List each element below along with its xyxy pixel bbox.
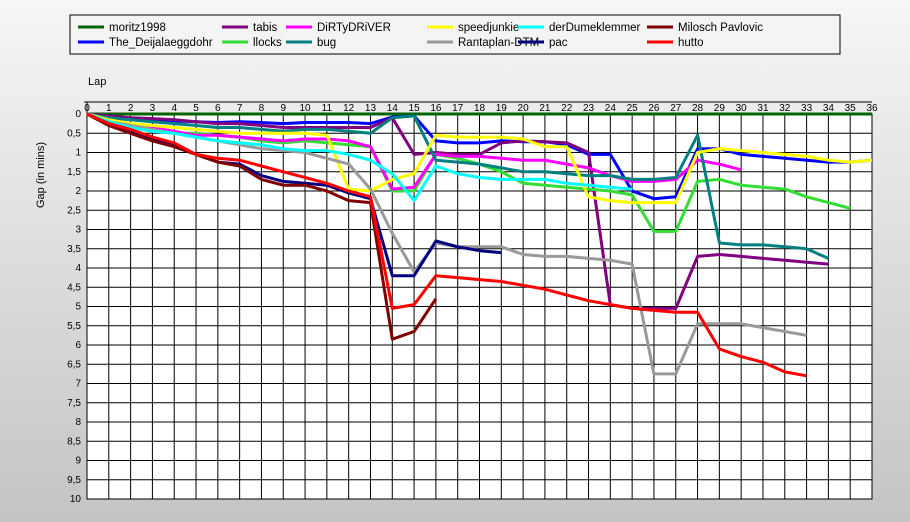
plot-grid bbox=[84, 101, 873, 500]
x-tick-label: 13 bbox=[365, 103, 377, 114]
x-tick-label: 0 bbox=[84, 103, 90, 114]
y-tick-label: 3,5 bbox=[67, 244, 81, 255]
series-line-bug bbox=[86, 112, 830, 260]
x-tick-label: 12 bbox=[343, 103, 355, 114]
x-tick-label: 31 bbox=[757, 103, 769, 114]
y-tick-label: 9,5 bbox=[67, 475, 81, 486]
x-tick-label: 14 bbox=[387, 103, 399, 114]
y-tick-label: 0 bbox=[75, 109, 81, 120]
x-tick-label: 34 bbox=[823, 103, 835, 114]
legend-label: Rantaplan-DTM bbox=[458, 37, 539, 49]
legend-label: tabis bbox=[253, 22, 278, 34]
y-tick-label: 3 bbox=[75, 225, 81, 236]
x-tick-label: 23 bbox=[583, 103, 595, 114]
legend-label: Milosch Pavlovic bbox=[678, 22, 763, 34]
y-tick-label: 9 bbox=[75, 456, 81, 467]
x-tick-label: 2 bbox=[128, 103, 134, 114]
x-tick-label: 8 bbox=[259, 103, 265, 114]
y-tick-label: 7 bbox=[75, 379, 81, 390]
y-tick-label: 5,5 bbox=[67, 321, 81, 332]
series-line-tabis bbox=[86, 112, 829, 310]
x-tick-label: 30 bbox=[736, 103, 748, 114]
x-tick-label: 17 bbox=[452, 103, 464, 114]
x-tick-label: 36 bbox=[866, 103, 878, 114]
x-tick-label: 21 bbox=[539, 103, 551, 114]
x-tick-label: 28 bbox=[692, 103, 704, 114]
x-tick-label: 29 bbox=[714, 103, 726, 114]
series-line-speedjunkie bbox=[86, 112, 873, 205]
x-tick-label: 27 bbox=[670, 103, 682, 114]
y-axis-label: Gap (in mins) bbox=[35, 142, 47, 208]
y-tick-label: 0,5 bbox=[67, 128, 81, 139]
legend-box bbox=[69, 14, 841, 55]
x-tick-label: 35 bbox=[845, 103, 857, 114]
x-tick-label: 3 bbox=[150, 103, 156, 114]
x-tick-label: 25 bbox=[627, 103, 639, 114]
y-tick-label: 4,5 bbox=[67, 282, 81, 293]
y-tick-label: 2 bbox=[75, 186, 81, 197]
x-tick-label: 6 bbox=[215, 103, 221, 114]
x-tick-label: 5 bbox=[193, 103, 199, 114]
x-tick-label: 16 bbox=[430, 103, 442, 114]
x-tick-label: 22 bbox=[561, 103, 573, 114]
x-tick-label: 26 bbox=[648, 103, 660, 114]
y-tick-labels: 0 0,5 1 1,5 2 2,5 3 3,5 4 4,5 5 5,5 6 6,5 7 7,5 8 8,5 9 9,5… bbox=[67, 109, 81, 505]
x-tick-label: 24 bbox=[605, 103, 617, 114]
x-tick-label: 20 bbox=[518, 103, 530, 114]
legend-label: speedjunkie bbox=[458, 22, 519, 34]
y-tick-label: 8 bbox=[75, 417, 81, 428]
y-tick-label: 6,5 bbox=[67, 359, 81, 370]
legend-label: DiRTyDRiVER bbox=[317, 22, 391, 34]
y-tick-label: 6 bbox=[75, 340, 81, 351]
x-tick-label: 19 bbox=[496, 103, 508, 114]
y-tick-label: 4 bbox=[75, 263, 81, 274]
legend-label: llocks bbox=[253, 37, 282, 49]
legend-label: derDumeklemmer bbox=[549, 22, 641, 34]
x-tick-label: 9 bbox=[280, 103, 286, 114]
x-tick-label: 10 bbox=[299, 103, 311, 114]
y-tick-label: 1 bbox=[75, 148, 81, 159]
x-tick-label: 32 bbox=[779, 103, 791, 114]
x-tick-label: 15 bbox=[409, 103, 421, 114]
y-tick-label: 2,5 bbox=[67, 205, 81, 216]
y-tick-label: 8,5 bbox=[67, 436, 81, 447]
x-tick-label: 4 bbox=[171, 103, 177, 114]
x-tick-label: 7 bbox=[237, 103, 243, 114]
series-line-hutto bbox=[86, 112, 807, 378]
x-tick-label: 1 bbox=[106, 103, 112, 114]
x-axis-label: Lap bbox=[88, 76, 106, 88]
legend-label: pac bbox=[549, 37, 568, 49]
legend-label: bug bbox=[317, 37, 336, 49]
y-tick-label: 1,5 bbox=[67, 167, 81, 178]
x-tick-label: 11 bbox=[322, 103, 333, 114]
series-line-derdumeklemmer bbox=[86, 112, 633, 203]
series-line-pac bbox=[86, 112, 502, 278]
y-tick-label: 10 bbox=[70, 494, 82, 505]
series-line-milosch-pavlovic bbox=[86, 112, 438, 341]
x-tick-label: 18 bbox=[474, 103, 486, 114]
y-tick-label: 7,5 bbox=[67, 398, 81, 409]
legend: moritz1998 The_Deijalaeggdohr tabis llocks D… bbox=[69, 14, 841, 55]
y-tick-label: 5 bbox=[75, 302, 81, 313]
series-lines bbox=[86, 112, 873, 378]
x-tick-labels: 0 1 2 3 4 5 6 7 8 9 10 11 12 13 14 15 16 17 18 19 20 21 22 23 24… bbox=[84, 103, 878, 114]
series-line-dirtydriver bbox=[86, 112, 742, 191]
legend-label: hutto bbox=[678, 37, 704, 49]
legend-label: The_Deijalaeggdohr bbox=[109, 37, 213, 49]
x-tick-label: 33 bbox=[801, 103, 813, 114]
legend-label: moritz1998 bbox=[109, 22, 166, 34]
